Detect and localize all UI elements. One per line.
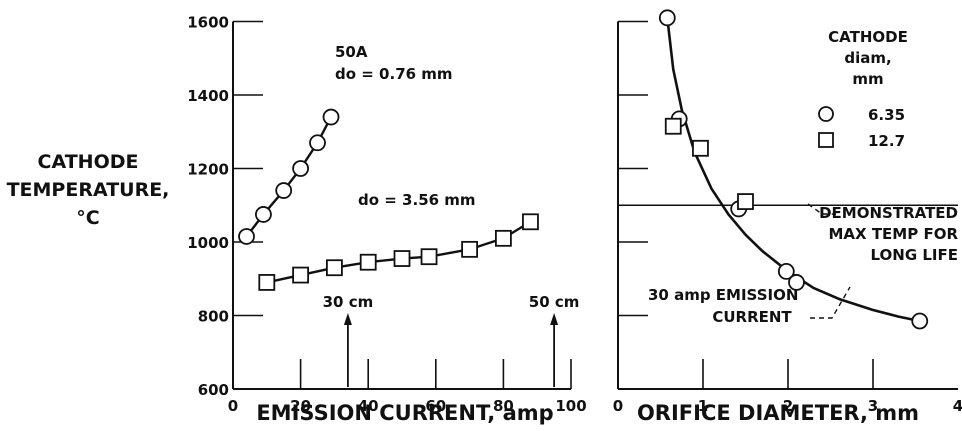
annotation-current-line-2: CURRENT: [712, 308, 792, 326]
right-series-1-point-2: [737, 193, 754, 210]
left-series-0-point-5: [322, 108, 340, 126]
right-x-tick-label-3: 3: [868, 397, 878, 415]
left-x-tick-label-4: 80: [493, 397, 514, 415]
right-plot-area: 0 1 2 3 4: [613, 9, 962, 415]
y-axis-label-line-2: TEMPERATURE,: [7, 179, 170, 201]
right-series-0-point-3: [777, 262, 795, 280]
legend-entry-label-2: 12.7: [868, 132, 905, 150]
right-x-tick-label-2: 2: [783, 397, 793, 415]
left-x-axis-label: EMISSION CURRENT, amp: [256, 401, 553, 425]
right-series-1-point-1: [692, 139, 709, 157]
right-series-1-point-0: [664, 117, 682, 135]
machine-marker-label-1: 50 cm: [529, 293, 580, 311]
machine-marker-arrow-0: [343, 313, 352, 325]
legend-entry-label-1: 6.35: [868, 106, 905, 124]
left-series-0-point-3: [292, 160, 310, 177]
left-series-0-point-2: [275, 182, 293, 199]
left-y-tick-label-4: 1400: [187, 87, 229, 105]
y-axis-label-line-1: CATHODE: [38, 151, 139, 173]
left-y-tick-label-1: 800: [198, 308, 229, 326]
legend-title-line-1: CATHODE: [828, 28, 908, 46]
left-y-tick-label-3: 1200: [187, 161, 229, 179]
left-series-1-point-2: [325, 259, 343, 277]
left-series-1-point-6: [461, 240, 479, 258]
left-series-1-point-0: [258, 274, 276, 291]
machine-marker-arrow-1: [550, 313, 559, 325]
left-series-1-point-1: [292, 266, 310, 284]
right-chart: ORIFICE DIAMETER, mm CATHODE diam, mm 6.…: [613, 9, 962, 425]
left-series-1-point-7: [494, 229, 512, 247]
legend-circle-marker: [818, 106, 834, 122]
left-x-tick-label-0: 0: [228, 397, 238, 415]
annotation-current-line-1: 30 amp EMISSION: [648, 286, 798, 304]
right-x-axis-label: ORIFICE DIAMETER, mm: [637, 401, 919, 425]
series-label-small-orifice-line-1: 50A: [335, 43, 368, 61]
left-y-tick-label-5: 1600: [187, 14, 229, 32]
right-series-0-point-0: [658, 9, 676, 27]
right-series-0-point-4: [788, 274, 805, 291]
left-series-1-point-3: [359, 253, 377, 271]
left-y-tick-label-2: 1000: [187, 234, 229, 252]
legend-title-line-2: diam,: [844, 49, 891, 67]
left-x-tick-label-3: 60: [425, 397, 446, 415]
annotation-max-temp-line-3: LONG LIFE: [871, 246, 959, 264]
series-label-large-orifice: do = 3.56 mm: [358, 191, 476, 209]
leader-emission-current: [810, 286, 851, 319]
legend-title-line-3: mm: [852, 70, 883, 88]
left-series-1-point-5: [420, 248, 438, 266]
right-x-tick-label-4: 4: [953, 397, 962, 415]
left-series-1-point-4: [393, 250, 411, 267]
left-series-0-point-0: [238, 228, 255, 245]
left-x-tick-label-5: 100: [555, 397, 586, 415]
y-axis-label-line-3: °C: [76, 207, 99, 229]
left-x-tick-label-1: 20: [290, 397, 311, 415]
right-x-tick-label-1: 1: [698, 397, 708, 415]
annotation-max-temp-line-2: MAX TEMP FOR: [829, 225, 959, 243]
machine-marker-label-0: 30 cm: [323, 293, 374, 311]
annotation-max-temp-line-1: DEMONSTRATED: [819, 204, 958, 222]
legend-square-marker: [818, 132, 834, 148]
left-series-0-point-4: [309, 134, 326, 152]
left-plot-area: 600 800 1000 1200 1400 1600 0 20 40 60 80 100 30 cm 5…: [187, 14, 586, 416]
left-y-tick-label-0: 600: [198, 381, 229, 399]
left-series-1-point-8: [522, 213, 539, 231]
right-x-tick-label-0: 0: [613, 397, 623, 415]
right-series-0-point-5: [911, 312, 929, 330]
left-chart: CATHODE TEMPERATURE, °C EMISSION CURRENT…: [7, 14, 587, 426]
left-series-0-point-1: [255, 206, 272, 223]
series-label-small-orifice-line-2: do = 0.76 mm: [335, 65, 453, 83]
left-x-tick-label-2: 40: [358, 397, 379, 415]
